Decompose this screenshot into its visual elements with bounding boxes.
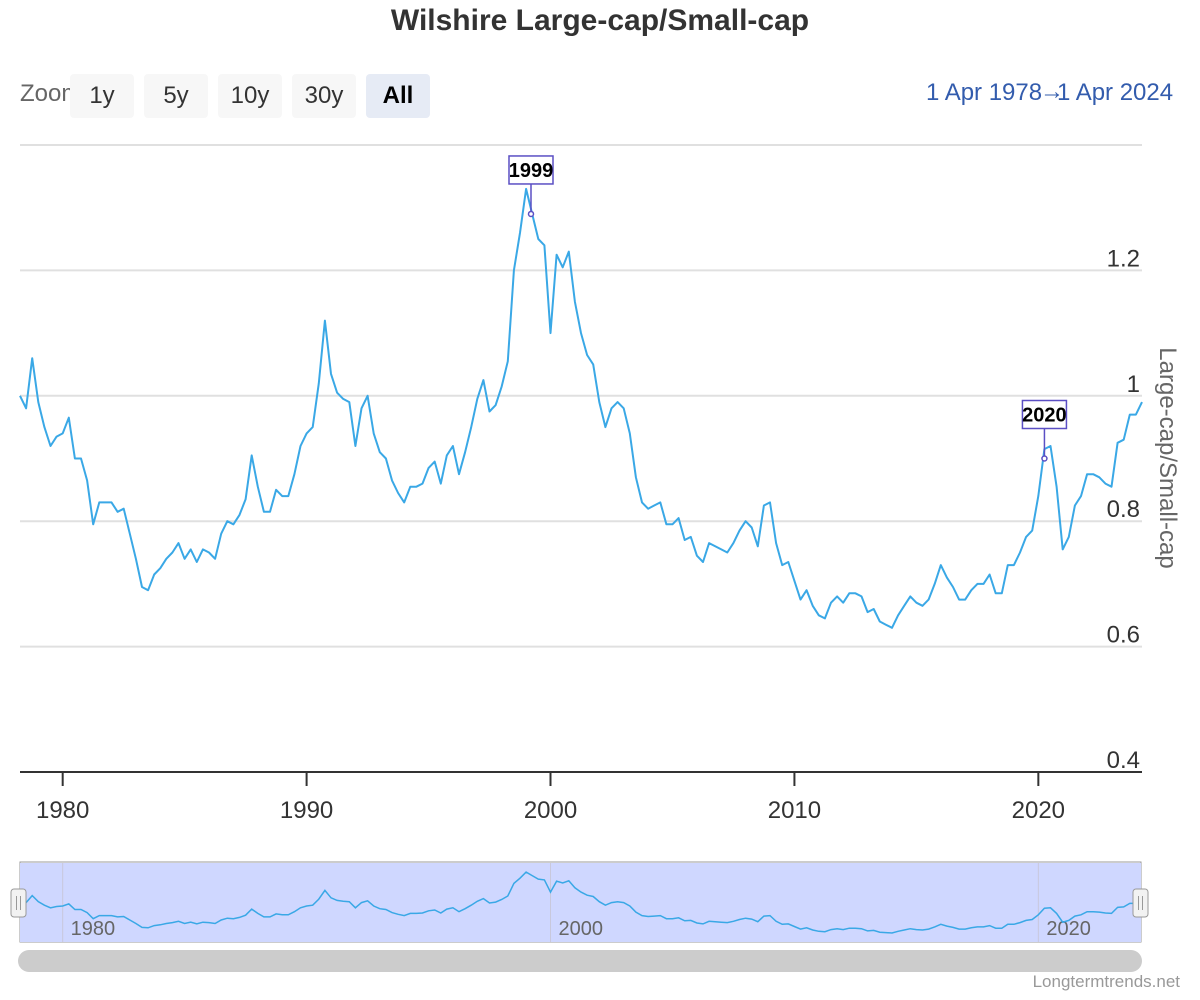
- grid-lines: [20, 144, 1142, 648]
- x-axis-ticks: 1980 1990 2000 2010 2020: [36, 772, 1065, 824]
- y-tick-label: 0.4: [1107, 747, 1140, 774]
- zoom-all-button[interactable]: All: [366, 74, 430, 118]
- flags[interactable]: 1999 2020: [508, 155, 1068, 462]
- zoom-5y-button[interactable]: 5y: [144, 74, 208, 118]
- flag-label: 1999: [509, 160, 554, 182]
- navigator-tick-label: 2020: [1046, 918, 1091, 940]
- navigator-series: [19, 871, 1143, 934]
- chart-title: Wilshire Large-cap/Small-cap: [390, 4, 810, 37]
- navigator-ticks: 1980 2000 2020: [62, 863, 1091, 942]
- y-tick-label: 1: [1127, 371, 1140, 398]
- y-tick-label: 1.2: [1107, 245, 1140, 272]
- zoom-10y-button[interactable]: 10y: [218, 74, 282, 118]
- y-tick-label: 0.6: [1107, 622, 1140, 649]
- range-separator: →: [1040, 78, 1064, 105]
- navigator[interactable]: 1980 2000 2020: [10, 861, 1149, 943]
- y-axis-ticks: 0.4 0.6 0.8 1 1.2: [1107, 245, 1140, 774]
- series-line[interactable]: [19, 187, 1143, 629]
- zoom-30y-button[interactable]: 30y: [292, 74, 356, 118]
- navigator-tick-label: 2000: [559, 918, 604, 940]
- flag-1999[interactable]: 1999: [508, 155, 554, 218]
- scrollbar[interactable]: [18, 950, 1142, 972]
- zoom-label: Zoom: [20, 80, 70, 107]
- range-to-input[interactable]: 1 Apr 2024: [1057, 79, 1174, 106]
- credits-link[interactable]: Longtermtrends.net: [1032, 972, 1180, 991]
- navigator-selection[interactable]: [20, 863, 1141, 942]
- x-tick-label: 1980: [36, 797, 89, 824]
- navigator-tick-label: 1980: [71, 918, 116, 940]
- x-tick-label: 2000: [524, 797, 577, 824]
- navigator-right-handle[interactable]: [1132, 888, 1149, 918]
- flag-label: 2020: [1022, 405, 1067, 427]
- y-tick-label: 0.8: [1107, 496, 1140, 523]
- navigator-left-handle[interactable]: [10, 888, 27, 918]
- zoom-1y-button[interactable]: 1y: [70, 74, 134, 118]
- flag-2020[interactable]: 2020: [1021, 399, 1068, 462]
- x-tick-label: 2020: [1012, 797, 1065, 824]
- range-from-input[interactable]: 1 Apr 1978: [926, 79, 1043, 106]
- x-tick-label: 1990: [280, 797, 333, 824]
- y-axis-label: Large-cap/Small-cap: [1154, 347, 1181, 568]
- x-tick-label: 2010: [768, 797, 821, 824]
